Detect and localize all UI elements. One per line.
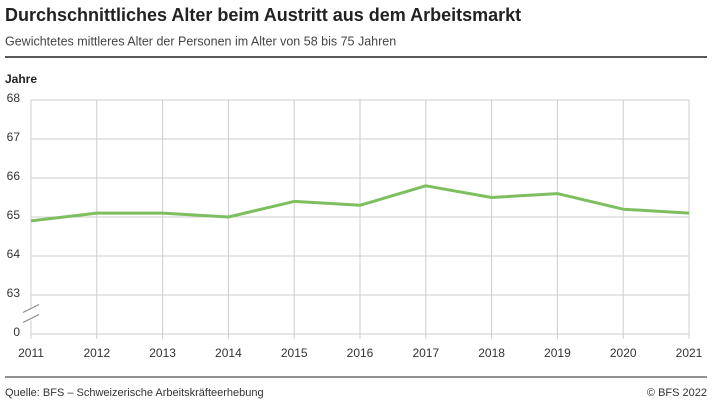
x-tick-label: 2019 (544, 346, 571, 360)
x-tick-label: 2012 (83, 346, 110, 360)
chart-title: Durchschnittliches Alter beim Austritt a… (5, 5, 521, 25)
x-tick-label: 2016 (347, 346, 374, 360)
x-tick-label: 2021 (676, 346, 703, 360)
y-axis-label: Jahre (5, 72, 37, 86)
series-line (30, 184, 690, 223)
y-tick-label: 68 (7, 91, 21, 105)
chart-subtitle: Gewichtetes mittleres Alter der Personen… (5, 34, 396, 48)
y-tick-label: 0 (13, 325, 20, 339)
x-tick-label: 2017 (412, 346, 439, 360)
x-tick-label: 2014 (215, 346, 242, 360)
y-tick-label: 64 (7, 247, 21, 261)
y-tick-label: 66 (7, 169, 21, 183)
x-tick-label: 2015 (281, 346, 308, 360)
axis-break (22, 304, 40, 313)
x-tick-label: 2020 (610, 346, 637, 360)
y-tick-label: 65 (7, 208, 21, 222)
y-tick-label: 67 (7, 130, 21, 144)
credit: © BFS 2022 (647, 387, 707, 399)
x-tick-label: 2011 (18, 346, 44, 360)
axis-break (22, 314, 40, 323)
x-tick-label: 2018 (478, 346, 505, 360)
source: Quelle: BFS – Schweizerische Arbeitskräf… (5, 387, 264, 399)
x-tick-label: 2013 (149, 346, 176, 360)
y-tick-label: 63 (7, 286, 21, 300)
